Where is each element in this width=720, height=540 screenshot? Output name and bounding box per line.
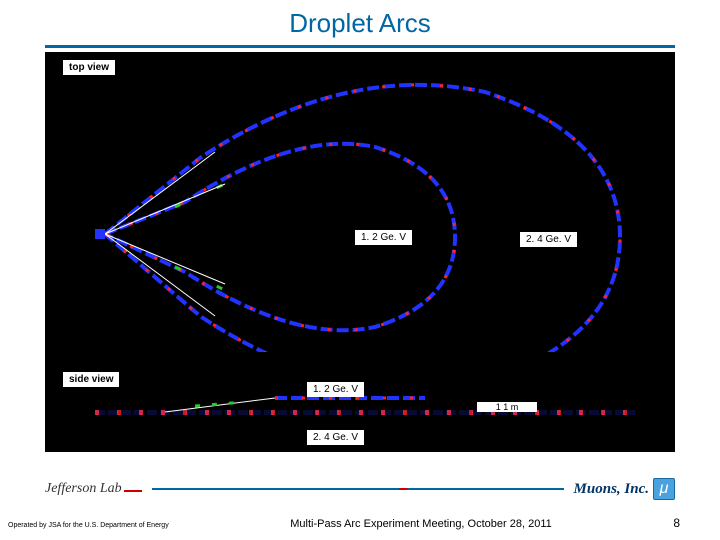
label-1-2gev-top: 1. 2 Ge. V xyxy=(355,230,412,245)
label-1-2gev-side: 1. 2 Ge. V xyxy=(307,382,364,397)
top-view-label: top view xyxy=(63,60,115,75)
title-underline xyxy=(45,45,675,48)
jlab-underline-icon xyxy=(124,490,142,492)
operated-by-text: Operated by JSA for the U.S. Department … xyxy=(8,522,169,529)
mu-badge-icon: μ xyxy=(653,478,675,500)
muons-inc-text: Muons, Inc. xyxy=(574,481,649,498)
jefferson-lab-logo: Jefferson Lab xyxy=(45,481,142,497)
label-2-4gev-side: 2. 4 Ge. V xyxy=(307,430,364,445)
scale-bar: 1 1 m xyxy=(477,402,537,412)
footer-meta: Operated by JSA for the U.S. Department … xyxy=(0,516,720,530)
footer-bar: Jefferson Lab Muons, Inc. μ xyxy=(45,478,675,500)
muons-inc-logo: Muons, Inc. μ xyxy=(574,478,675,500)
diagram-area: top view 1. 2 Ge. V 2. 4 Ge. V side view… xyxy=(45,52,675,452)
split-white-line xyxy=(165,398,275,412)
label-2-4gev-top: 2. 4 Ge. V xyxy=(520,232,577,247)
large-arc-blue xyxy=(105,85,620,352)
large-arc-red xyxy=(105,85,620,352)
slide-title: Droplet Arcs xyxy=(0,0,720,45)
footer-divider-line xyxy=(152,488,564,490)
source-line-2 xyxy=(105,234,225,284)
source-line-1 xyxy=(105,184,225,234)
top-view-svg xyxy=(45,52,675,352)
meeting-text: Multi-Pass Arc Experiment Meeting, Octob… xyxy=(290,518,551,530)
source-box xyxy=(95,229,105,239)
source-line-4 xyxy=(105,234,215,316)
page-number: 8 xyxy=(673,516,680,530)
jefferson-lab-text: Jefferson Lab xyxy=(45,481,122,497)
